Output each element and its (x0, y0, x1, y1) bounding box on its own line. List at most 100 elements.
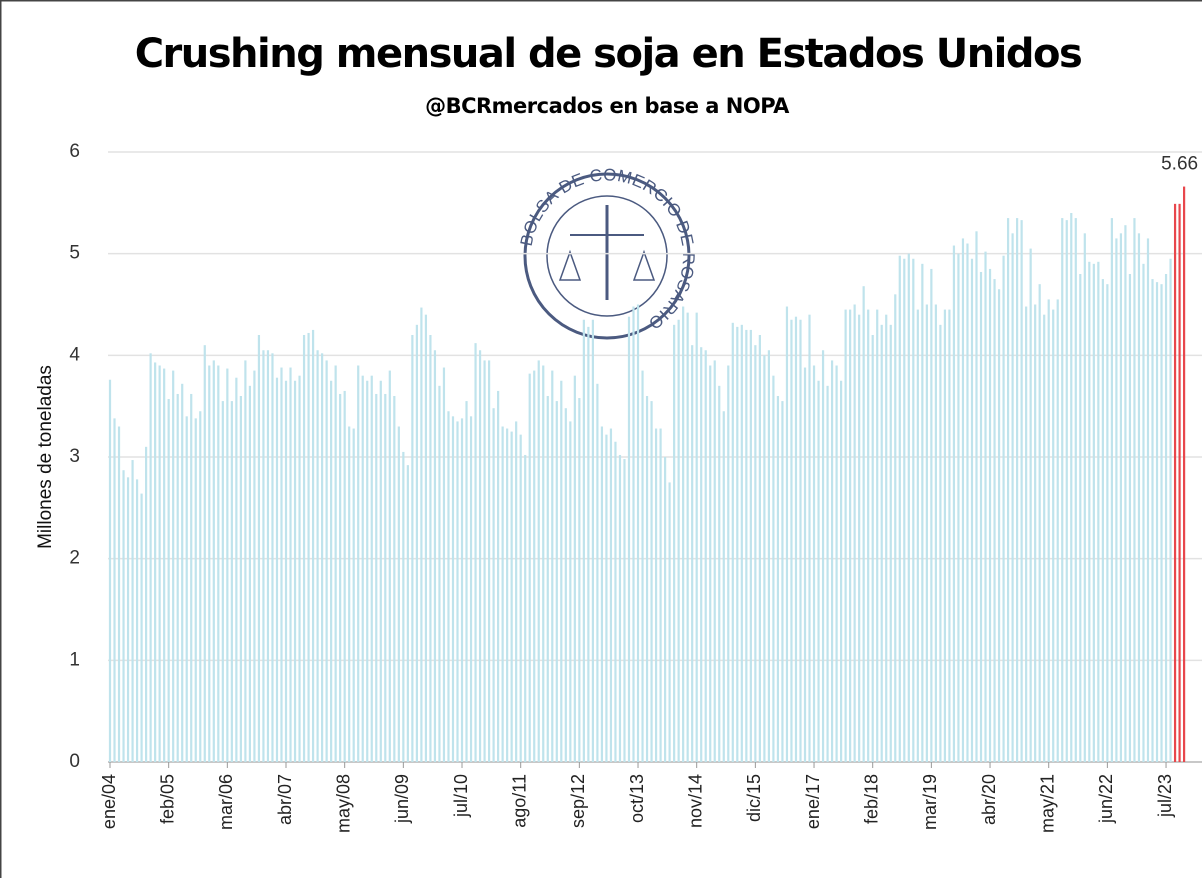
bar (253, 370, 256, 762)
bar (749, 329, 752, 762)
x-tick-label: jul/10 (451, 774, 471, 818)
bar (830, 360, 834, 762)
bar (988, 268, 992, 762)
bar (280, 367, 283, 762)
watermark-logo: BOLSA DE COMERCIO DE ROSARIO (517, 166, 697, 340)
bar (302, 335, 306, 762)
bar (330, 380, 333, 762)
bar (460, 418, 464, 762)
bar (1002, 255, 1005, 762)
bar (1025, 306, 1028, 762)
bar (623, 459, 626, 762)
y-tick-label: 4 (69, 344, 80, 365)
x-tick-label: mar/19 (920, 774, 940, 830)
bar (551, 370, 554, 762)
bar (686, 312, 689, 762)
bar (284, 380, 288, 762)
bar (1065, 220, 1068, 762)
bar (131, 460, 134, 762)
bar (163, 368, 166, 762)
bar (266, 350, 270, 762)
bar (113, 418, 116, 762)
bar (921, 263, 924, 762)
bar (1043, 314, 1046, 762)
bar (1079, 274, 1082, 762)
bar (185, 416, 188, 762)
bar (993, 279, 996, 762)
bar (609, 428, 613, 762)
x-tick-label: may/08 (333, 774, 353, 833)
bar (803, 367, 807, 762)
bar (885, 314, 888, 762)
bar (758, 335, 761, 762)
bar (704, 350, 707, 762)
bar (903, 258, 906, 762)
bar (826, 385, 829, 762)
bar (352, 428, 355, 762)
bar (397, 426, 400, 762)
bar (388, 370, 391, 762)
bar (149, 353, 152, 762)
bar (659, 428, 662, 762)
bar (1034, 304, 1037, 762)
bar (1083, 233, 1086, 763)
bar (384, 393, 387, 762)
bar (997, 289, 1001, 762)
logo-scales (558, 249, 656, 281)
bar (1092, 263, 1095, 762)
bar (154, 362, 157, 762)
bar (966, 243, 969, 762)
bar (158, 365, 161, 762)
bar (203, 345, 206, 762)
bar (1142, 263, 1145, 762)
bar (451, 416, 455, 762)
bar (1155, 282, 1159, 762)
bar (1006, 218, 1010, 763)
bar (122, 470, 125, 762)
bar (433, 350, 437, 762)
bar (776, 396, 780, 762)
bar (682, 306, 685, 762)
bar (190, 393, 193, 762)
bar (939, 324, 942, 762)
bar (767, 350, 770, 762)
bar (316, 350, 319, 762)
x-tick-label: ene/04 (99, 774, 119, 829)
y-tick-label: 5 (69, 243, 80, 264)
bar (650, 401, 653, 762)
bar (1151, 279, 1154, 762)
bar (325, 360, 328, 762)
bar (492, 408, 495, 762)
bar (1061, 218, 1064, 763)
bar (442, 367, 446, 762)
bar (862, 286, 865, 762)
bar (275, 377, 279, 762)
bar (483, 360, 486, 762)
bar (898, 255, 901, 762)
bar (943, 309, 947, 762)
x-tick-label: dic/15 (744, 774, 764, 822)
x-tick-label: mar/06 (216, 774, 236, 830)
bar (1029, 248, 1032, 763)
bar (379, 380, 382, 762)
bar (348, 426, 351, 762)
bar (506, 428, 509, 762)
bar (1101, 279, 1104, 762)
bar (889, 324, 892, 762)
bar (1056, 299, 1059, 762)
bar (497, 390, 500, 762)
bar (799, 319, 802, 762)
bar (627, 316, 631, 762)
bar (411, 335, 414, 762)
bar (979, 271, 983, 762)
bar (176, 393, 179, 762)
bar (1173, 203, 1177, 763)
bar (212, 360, 215, 762)
bar (126, 477, 130, 762)
bar (510, 431, 513, 762)
bar (835, 365, 838, 762)
bar (709, 365, 712, 762)
bar (871, 335, 874, 762)
bar (781, 401, 784, 762)
